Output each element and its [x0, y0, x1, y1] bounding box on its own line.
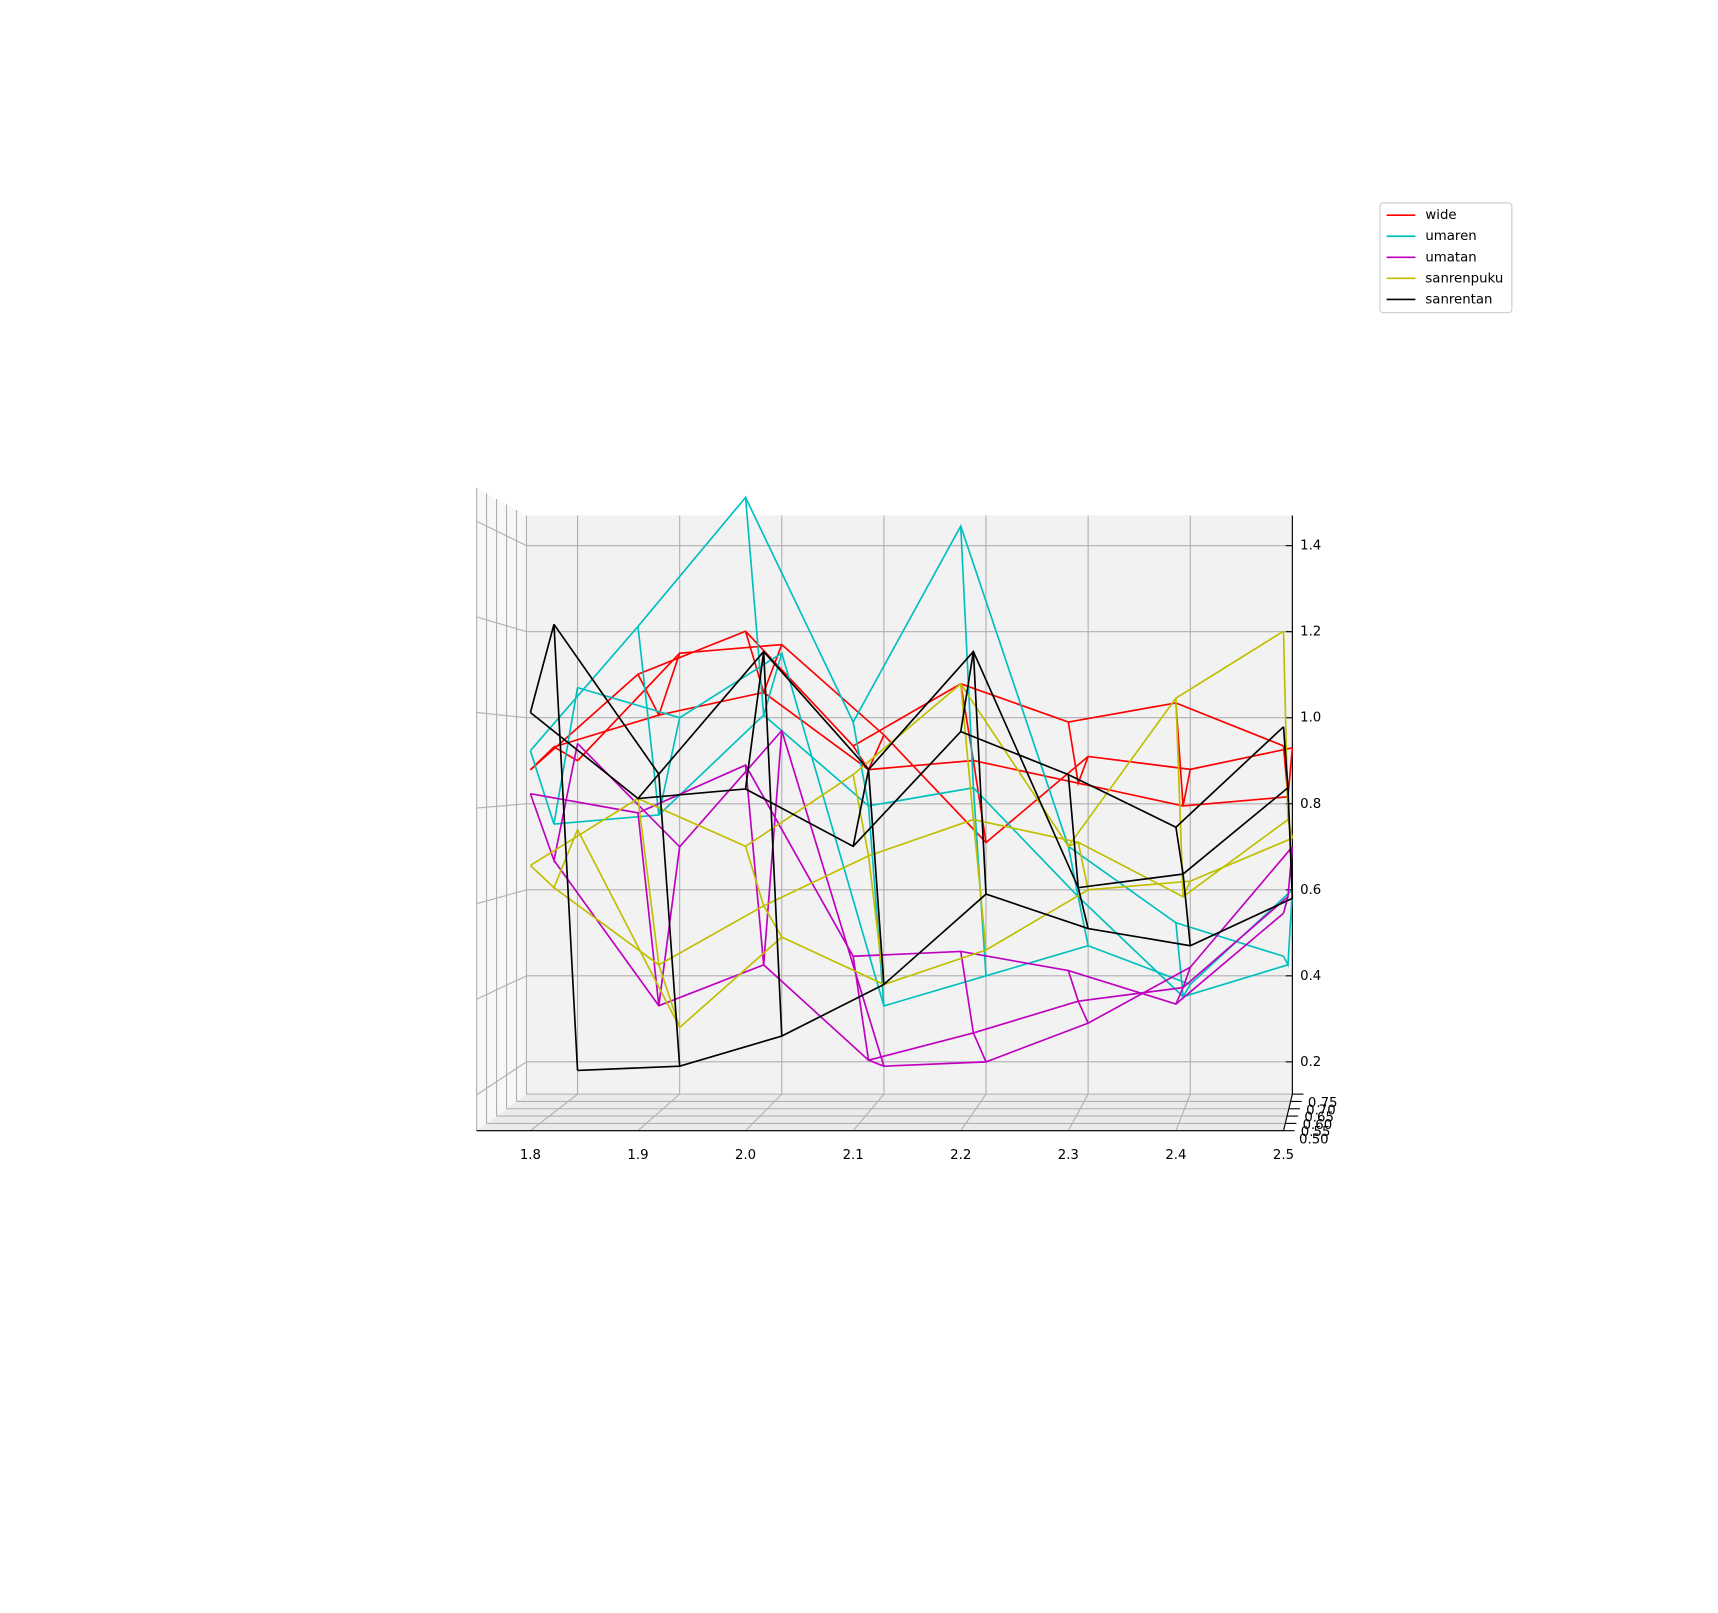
wire-row	[553, 859, 1289, 1062]
legend: wide umaren umatan sanrenpuku sanrentan	[1379, 202, 1513, 314]
wire-row	[529, 630, 1284, 867]
wire-column	[1067, 846, 1089, 946]
wire-column	[637, 798, 681, 1028]
wire-column	[1282, 726, 1294, 899]
grid-line	[960, 1093, 987, 1132]
wire-column	[1067, 970, 1089, 1024]
x-tick-label: 2.1	[843, 1148, 864, 1163]
wire-row	[529, 630, 1284, 771]
y-tick-label: 0.55	[1301, 1125, 1331, 1140]
wire-row	[577, 893, 1293, 1072]
wire-column	[1068, 841, 1089, 890]
y-tick-label: 0.70	[1306, 1103, 1336, 1118]
wire-column	[1067, 721, 1089, 787]
wire-column	[744, 630, 783, 696]
wire-column	[852, 956, 885, 1067]
y-tick-label: 0.60	[1303, 1118, 1333, 1133]
wire-column	[744, 497, 783, 716]
wire-column	[959, 951, 987, 1063]
grid-line	[745, 1093, 783, 1132]
x-tick-label: 1.8	[520, 1148, 541, 1163]
grid-line	[530, 1093, 578, 1132]
y-tick-label: 0.75	[1308, 1096, 1338, 1111]
grid-line	[637, 1093, 681, 1132]
x-tick-label: 2.5	[1273, 1148, 1294, 1163]
wire-column	[637, 626, 681, 816]
wire-row	[553, 818, 1289, 966]
wire-row	[553, 623, 1289, 889]
z-tick-label: 1.2	[1300, 625, 1321, 640]
wire-column	[529, 687, 579, 825]
wire-column	[1282, 631, 1294, 839]
y-axis	[1282, 1093, 1293, 1131]
wire-column	[744, 846, 783, 938]
y-tick-label: 0.50	[1299, 1133, 1329, 1148]
wire-column	[1175, 702, 1192, 807]
legend-label: umaren	[1425, 229, 1476, 244]
wire-column	[1175, 922, 1191, 1000]
x-tick-label: 1.9	[627, 1148, 648, 1163]
wire-column	[744, 730, 783, 965]
z-tick-label: 0.2	[1300, 1055, 1321, 1070]
z-tick-label: 1.0	[1300, 711, 1321, 726]
grid-line	[476, 711, 527, 719]
wire-row	[577, 651, 1293, 1007]
wire-column	[852, 774, 885, 985]
x-tick-label: 2.2	[950, 1148, 971, 1163]
wire-column	[959, 651, 987, 895]
back-pane	[526, 515, 1293, 1095]
x-tick-label: 2.3	[1058, 1148, 1079, 1163]
grid-line	[476, 803, 527, 809]
wire-column	[1282, 889, 1294, 968]
grid-line	[852, 1093, 885, 1132]
wire-row	[576, 728, 1294, 1068]
wire-row	[530, 763, 1285, 1005]
wire-row	[529, 711, 1285, 848]
grid-line	[476, 1061, 527, 1096]
legend-box	[1379, 202, 1513, 314]
side-pane	[476, 487, 527, 1131]
y-tick-label: 0.65	[1304, 1111, 1334, 1126]
grid-line	[476, 889, 527, 905]
grid-line	[476, 616, 527, 633]
legend-label: umatan	[1425, 250, 1476, 265]
wire-column	[529, 745, 578, 771]
grid-line	[1067, 1093, 1089, 1131]
z-tick-label: 0.6	[1300, 883, 1321, 898]
wire-column	[852, 769, 885, 985]
wire-column	[529, 829, 579, 890]
grid-line	[476, 975, 527, 1000]
wire-column	[744, 651, 783, 1037]
x-tick-label: 2.4	[1165, 1148, 1186, 1163]
grid-line	[1175, 1093, 1191, 1131]
wire-column	[637, 772, 681, 1067]
wire-column	[1175, 698, 1192, 898]
wire-row	[576, 829, 1293, 1029]
grid-line	[476, 520, 527, 547]
wire-row	[576, 643, 1293, 844]
wire-column	[529, 743, 579, 864]
wire-row	[553, 691, 1289, 807]
floor-pane	[476, 1094, 1293, 1131]
z-tick-label: 0.4	[1300, 969, 1321, 984]
legend-label: sanrenpuku	[1425, 271, 1503, 286]
wire-column	[1175, 966, 1192, 1005]
wire-column	[637, 812, 681, 1006]
x-tick-label: 2.0	[735, 1148, 756, 1163]
legend-label: sanrentan	[1425, 292, 1492, 307]
z-tick-label: 0.8	[1300, 797, 1321, 812]
wire-row	[529, 495, 1284, 958]
z-tick-label: 1.4	[1300, 539, 1321, 554]
wire-column	[1175, 827, 1192, 946]
legend-label: wide	[1425, 208, 1456, 223]
wire-column	[1067, 774, 1089, 929]
wire-column	[529, 624, 579, 1071]
wire-column	[959, 683, 987, 951]
